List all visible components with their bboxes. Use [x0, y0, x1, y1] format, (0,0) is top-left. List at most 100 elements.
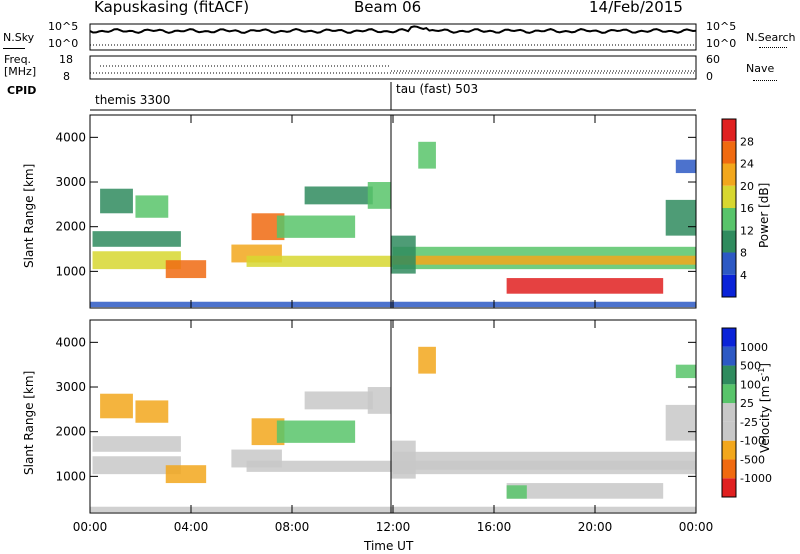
velocity-colorbar-tick-0: -1000	[740, 472, 772, 485]
power-colorbar-band-0	[722, 274, 736, 297]
cpid-label: CPID	[7, 84, 37, 97]
station-title: Kapuskasing (fitACF)	[94, 0, 250, 16]
power-colorbar-band-1	[722, 252, 736, 275]
velocity-colorbar-frame	[721, 327, 737, 498]
power-ytick-label-0: 1000	[55, 264, 86, 278]
power-ytick-label-1: 2000	[55, 220, 86, 234]
freq-tick-top: 18	[59, 53, 73, 66]
power-region-7	[276, 215, 356, 238]
velocity-region-4	[165, 465, 207, 484]
velocity-region-3	[100, 393, 133, 419]
velocity-colorbar-band-3	[722, 421, 736, 441]
nsky-tick-top: 10^5	[48, 20, 79, 33]
power-colorbar-tick-3: 16	[740, 202, 754, 215]
velocity-colorbar-band-7	[722, 346, 736, 366]
freq-panel-frame	[89, 55, 697, 80]
cpid-mode-2: tau (fast) 503	[396, 82, 479, 96]
cpid-mode-1: themis 3300	[95, 93, 171, 107]
power-colorbar-tick-1: 8	[740, 247, 747, 260]
power-region-14	[390, 235, 416, 274]
velocity-ytick-label-2: 3000	[55, 380, 86, 394]
nsky-legend-line	[3, 48, 25, 49]
nsky-panel-frame	[89, 23, 697, 51]
power-colorbar-band-2	[722, 230, 736, 253]
velocity-region-2	[135, 400, 169, 423]
velocity-region-9	[367, 387, 391, 414]
power-colorbar-band-5	[722, 163, 736, 186]
xaxis-tick-label-0: 00:00	[73, 520, 108, 534]
velocity-colorbar-band-1	[722, 459, 736, 479]
xaxis-tick-label-2: 08:00	[275, 520, 310, 534]
power-colorbar-band-4	[722, 185, 736, 208]
power-colorbar-tick-6: 28	[740, 135, 754, 148]
velocity-colorbar-band-5	[722, 384, 736, 404]
power-colorbar-band-6	[722, 141, 736, 164]
power-ytick-label-3: 4000	[55, 130, 86, 144]
xaxis-tick-label-3: 12:00	[376, 520, 411, 534]
nsky-label: N.Sky	[3, 31, 35, 44]
velocity-ytick-label-3: 4000	[55, 335, 86, 349]
beam-title: Beam 06	[354, 0, 422, 16]
power-region-12	[393, 255, 696, 265]
velocity-colorbar-tick-1: -500	[740, 453, 765, 466]
velocity-region-17	[675, 364, 696, 379]
velocity-region-15	[390, 440, 416, 479]
velocity-colorbar-tick-5: 100	[740, 378, 761, 391]
velocity-ytick-label-1: 2000	[55, 425, 86, 439]
power-colorbar-tick-4: 20	[740, 180, 754, 193]
power-colorbar-frame	[721, 118, 737, 298]
power-region-16	[675, 159, 696, 174]
power-region-2	[135, 195, 169, 218]
power-region-8	[304, 186, 373, 205]
xaxis-tick-label-1: 04:00	[174, 520, 209, 534]
power-colorbar-tick-2: 12	[740, 224, 754, 237]
power-region-17	[418, 141, 436, 169]
velocity-region-13	[506, 483, 664, 499]
power-colorbar-tick-0: 4	[740, 269, 747, 282]
xaxis-tick-label-6: 00:00	[679, 520, 714, 534]
velocity-colorbar-tick-4: 25	[740, 397, 754, 410]
power-region-9	[367, 182, 391, 209]
velocity-colorbar-band-0	[722, 478, 736, 497]
nave-label: Nave	[746, 62, 775, 75]
velocity-colorbar-tick-6: 500	[740, 360, 761, 373]
nsearch-label: N.Search	[746, 31, 796, 44]
velocity-ytick-label-0: 1000	[55, 469, 86, 483]
power-colorbar-tick-5: 24	[740, 158, 754, 171]
nsearch-tick-bottom: 10^0	[706, 37, 737, 50]
velocity-region-18	[418, 346, 436, 374]
power-region-1	[92, 231, 181, 247]
velocity-region-12	[393, 460, 696, 470]
power-region-15	[665, 199, 696, 236]
power-region-4	[165, 260, 207, 279]
nsky-tick-bottom: 10^0	[48, 37, 79, 50]
power-colorbar-band-3	[722, 208, 736, 231]
date-title: 14/Feb/2015	[589, 0, 683, 16]
velocity-region-1	[92, 436, 181, 452]
velocity-colorbar-band-8	[722, 328, 736, 347]
velocity-region-7	[276, 420, 356, 443]
power-ytick-label-2: 3000	[55, 175, 86, 189]
velocity-colorbar-tick-2: -100	[740, 435, 765, 448]
velocity-colorbar-band-6	[722, 365, 736, 385]
power-region-3	[100, 188, 133, 214]
freq-unit: [MHz]	[4, 65, 37, 78]
power-region-13	[506, 278, 664, 294]
nave-tick-bottom: 0	[706, 70, 713, 83]
power-region-10	[246, 255, 393, 267]
velocity-colorbar-band-4	[722, 403, 736, 422]
nave-legend-line	[753, 80, 777, 81]
velocity-region-10	[246, 460, 393, 472]
velocity-region-16	[665, 404, 696, 441]
nsearch-tick-top: 10^5	[706, 20, 737, 33]
freq-tick-bottom: 8	[63, 70, 70, 83]
velocity-colorbar-tick-7: 1000	[740, 341, 768, 354]
velocity-region-8	[304, 391, 373, 410]
nsky-trace	[89, 25, 697, 34]
xaxis-tick-label-4: 16:00	[477, 520, 512, 534]
freq-label: Freq.	[4, 53, 32, 66]
velocity-colorbar-band-2	[722, 440, 736, 460]
nave-tick-top: 60	[706, 53, 720, 66]
